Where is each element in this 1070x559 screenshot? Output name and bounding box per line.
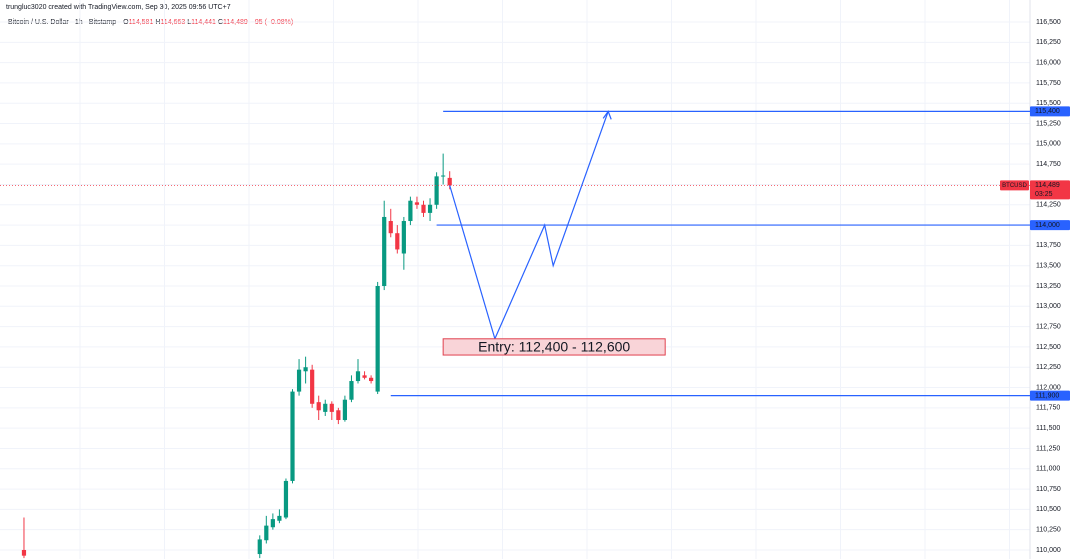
y-tick-label: 112,000	[1036, 384, 1061, 391]
y-tick-label: 110,750	[1036, 486, 1061, 493]
y-tick-label: 114,250	[1036, 202, 1061, 209]
candle-body	[290, 391, 295, 481]
y-tick-label: 115,500	[1036, 100, 1061, 107]
candle-body	[257, 539, 262, 555]
countdown-label: 03:25	[1035, 191, 1053, 198]
y-tick-label: 113,000	[1036, 303, 1061, 310]
candle-body	[270, 519, 275, 528]
price-tag-label: 114,489	[1035, 182, 1060, 189]
y-tick-label: 116,000	[1036, 59, 1061, 66]
level-tag	[1030, 390, 1070, 401]
candle-body	[427, 204, 433, 213]
candle-body	[375, 285, 380, 392]
candle-body	[329, 403, 334, 412]
candle-body	[362, 375, 367, 378]
candle-body	[349, 381, 354, 400]
candle-body	[414, 202, 420, 205]
y-tick-label: 112,250	[1036, 364, 1061, 371]
y-tick-label: 111,500	[1036, 425, 1060, 432]
y-tick-label: 114,750	[1036, 161, 1061, 168]
candle-body	[277, 515, 282, 521]
y-tick-label: 115,750	[1036, 80, 1061, 87]
y-tick-label: 115,000	[1036, 141, 1061, 148]
level-tag-label: 115,400	[1035, 108, 1060, 115]
candle-body	[336, 410, 341, 421]
candle-body	[401, 221, 406, 254]
candle-body	[296, 369, 302, 392]
candle-body	[21, 549, 27, 556]
candle-body	[355, 371, 361, 382]
y-tick-label: 112,500	[1036, 344, 1061, 351]
candle-body	[447, 177, 452, 186]
y-tick-label: 111,750	[1036, 405, 1060, 412]
candle-body	[342, 399, 348, 421]
candle-body	[316, 402, 321, 411]
projection-path	[449, 111, 609, 341]
candle-body	[441, 175, 446, 177]
y-tick-label: 116,250	[1036, 39, 1061, 46]
entry-box	[442, 338, 666, 356]
candle-body	[310, 369, 315, 404]
candle-body	[434, 176, 439, 205]
y-tick-label: 110,500	[1036, 506, 1061, 513]
attribution: trungluc3020 created with TradingView.co…	[6, 4, 231, 11]
y-tick-label: 110,000	[1036, 547, 1061, 554]
candle-body	[382, 216, 387, 286]
level-tag-label: 111,900	[1035, 392, 1059, 399]
level-tag-label: 114,000	[1035, 222, 1060, 229]
candle-body	[369, 377, 374, 382]
candle-body	[421, 204, 426, 213]
y-tick-label: 115,250	[1036, 120, 1061, 127]
candle-body	[408, 200, 413, 222]
y-tick-label: 111,000	[1036, 466, 1060, 473]
candle-body	[388, 221, 393, 234]
y-tick-label: 113,250	[1036, 283, 1061, 290]
y-tick-label: 111,250	[1036, 445, 1060, 452]
y-tick-label: 113,750	[1036, 242, 1061, 249]
symbol-tag	[1000, 180, 1029, 191]
candle-body	[323, 403, 328, 412]
price-tag	[1030, 180, 1070, 200]
level-tag	[1030, 220, 1070, 231]
y-tick-label: 112,750	[1036, 323, 1061, 330]
y-tick-label: 116,500	[1036, 19, 1061, 26]
candle-body	[303, 367, 308, 372]
entry-label: Entry: 112,400 - 112,600	[478, 339, 630, 355]
symbol-tag-label: BTCUSD	[1002, 183, 1027, 189]
level-tag	[1030, 106, 1070, 117]
arrow-head	[602, 110, 612, 120]
candle-body	[395, 233, 400, 250]
candle-body	[283, 480, 289, 518]
candle-body	[264, 525, 269, 541]
y-tick-label: 110,250	[1036, 527, 1061, 534]
y-tick-label: 113,500	[1036, 263, 1061, 270]
